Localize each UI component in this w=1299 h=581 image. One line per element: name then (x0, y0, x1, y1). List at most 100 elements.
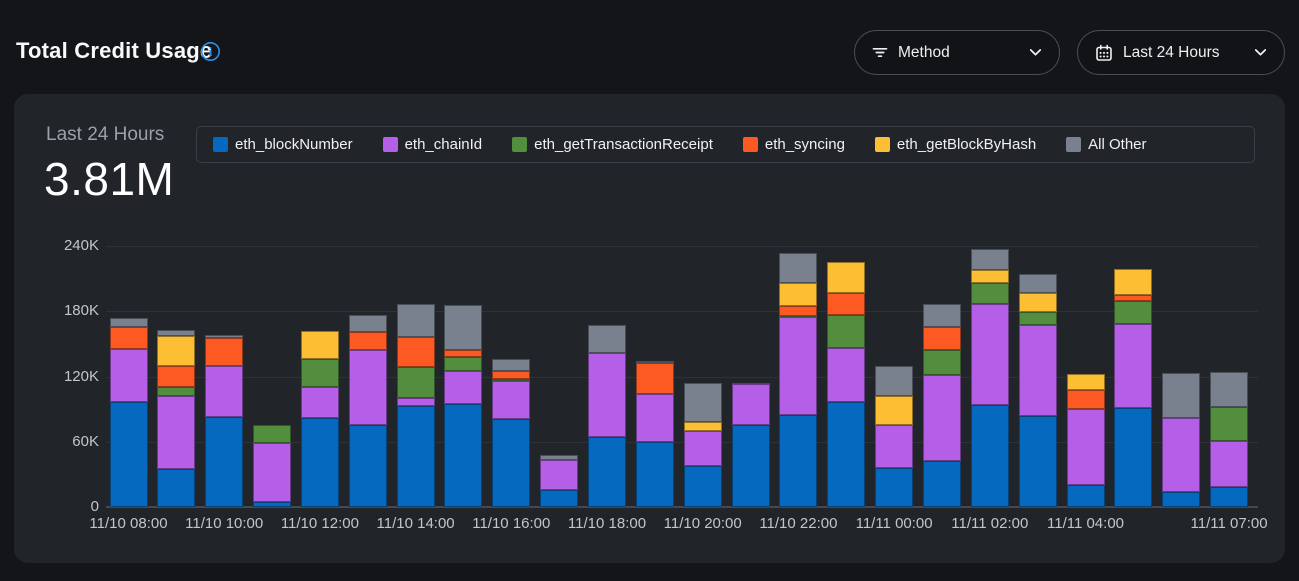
bar-segment (157, 329, 196, 337)
bar-segment (540, 454, 579, 461)
bar-segment (922, 326, 961, 351)
bar-segment (1018, 312, 1057, 326)
bar-segment (779, 414, 818, 507)
chart-legend: eth_blockNumber eth_chainId eth_getTransac… (196, 126, 1255, 163)
bar-segment (109, 326, 148, 350)
bar-segment (1018, 325, 1057, 416)
grid-line (106, 441, 1258, 443)
bar-segment (1066, 485, 1105, 507)
x-tick-label: 11/10 20:00 (663, 515, 742, 532)
y-tick-label: 60K (72, 432, 99, 450)
y-tick-label: 180K (63, 302, 99, 320)
stat-period-label: Last 24 Hours (46, 124, 165, 145)
bar-segment (779, 316, 818, 415)
legend-label: All Other (1088, 136, 1147, 153)
y-tick-label: 0 (90, 498, 99, 515)
bar-segment (157, 396, 196, 469)
legend-label: eth_syncing (764, 136, 845, 153)
bar (1066, 246, 1105, 507)
grid-line (106, 506, 1258, 508)
bar-segment (970, 269, 1009, 283)
bar (1210, 246, 1249, 507)
bar-segment (922, 461, 961, 507)
credit-usage-chart: 0 60K 120K 180K 240K 11/10 08:00 11/10 10:00 11… (14, 94, 1285, 563)
bar-segment (157, 468, 196, 507)
x-tick-label: 11/10 16:00 (472, 515, 551, 532)
x-tick-label: 11/11 04:00 (1046, 515, 1125, 532)
grid-line (106, 376, 1258, 378)
bar-segment (731, 384, 770, 426)
bar-segment (1066, 409, 1105, 486)
date-range-dropdown[interactable]: Last 24 Hours (1077, 30, 1285, 75)
method-filter-label: Method (898, 43, 950, 61)
bar-segment (731, 383, 770, 385)
bar (444, 246, 483, 507)
bar-segment (683, 422, 722, 431)
bar (588, 246, 626, 507)
bar-segment (300, 359, 339, 388)
bar-segment (683, 430, 722, 466)
legend-swatch (213, 137, 228, 152)
credit-usage-card: Last 24 Hours 3.81M eth_blockNumber eth_c… (14, 94, 1285, 563)
bar-segment (827, 292, 866, 315)
bar-segment (875, 425, 914, 468)
bar-segment (588, 352, 626, 438)
legend-swatch (382, 137, 398, 152)
bar-segment (396, 405, 435, 507)
bar-segment (635, 393, 674, 442)
bar-segment (683, 383, 722, 423)
bar-segment (1114, 268, 1153, 295)
chevron-down-icon (1029, 48, 1042, 57)
method-filter-dropdown[interactable]: Method (854, 30, 1060, 75)
x-tick-label: 11/11 00:00 (855, 515, 933, 532)
bar-segment (492, 380, 531, 419)
bar-segment (157, 387, 196, 397)
bar-segment (253, 425, 292, 443)
bar-segment (875, 396, 914, 426)
bar-segment (348, 331, 387, 351)
bar-segment (1162, 491, 1201, 507)
bar-segment (444, 304, 483, 351)
bar-segment (970, 249, 1009, 270)
filter-icon (872, 45, 888, 60)
bar-segment (540, 460, 579, 490)
bar-segment (875, 467, 914, 507)
y-tick-label: 240K (63, 237, 99, 254)
bar-segment (1162, 417, 1201, 492)
bar-segment (1114, 294, 1153, 302)
bar-segment (1210, 406, 1249, 441)
bar-segment (109, 401, 148, 507)
bar-segment (683, 465, 722, 507)
bar-segment (1162, 373, 1201, 418)
bar-segment (588, 437, 626, 507)
bar-segment (588, 325, 626, 353)
legend-swatch (1066, 137, 1082, 152)
bar-segment (827, 348, 866, 402)
bar-segment (1018, 292, 1057, 313)
bar (1162, 246, 1201, 507)
bar-segment (109, 349, 148, 402)
legend-item: eth_getBlockByHash (874, 136, 1036, 153)
bar-segment (348, 314, 387, 332)
bar (922, 246, 961, 507)
legend-label: eth_chainId (404, 136, 483, 153)
bar-segment (635, 361, 674, 364)
bar-segment (779, 283, 818, 306)
topbar: Total Credit Usage i Method (0, 0, 1299, 94)
bar (827, 246, 866, 507)
bar (205, 246, 244, 507)
date-range-label: Last 24 Hours (1123, 43, 1220, 61)
bar-segment (253, 501, 292, 507)
bar-segment (396, 337, 435, 367)
bar-segment (157, 365, 196, 388)
bar (970, 246, 1009, 507)
x-tick-label: 11/10 18:00 (567, 515, 647, 532)
bar-segment (540, 489, 579, 507)
bar-segment (635, 441, 674, 507)
info-icon[interactable]: i (200, 41, 221, 62)
bar-segment (1210, 372, 1249, 407)
bar (1018, 246, 1057, 507)
bar-segment (348, 425, 387, 507)
bar-segment (970, 283, 1009, 304)
bar-segment (348, 350, 387, 426)
